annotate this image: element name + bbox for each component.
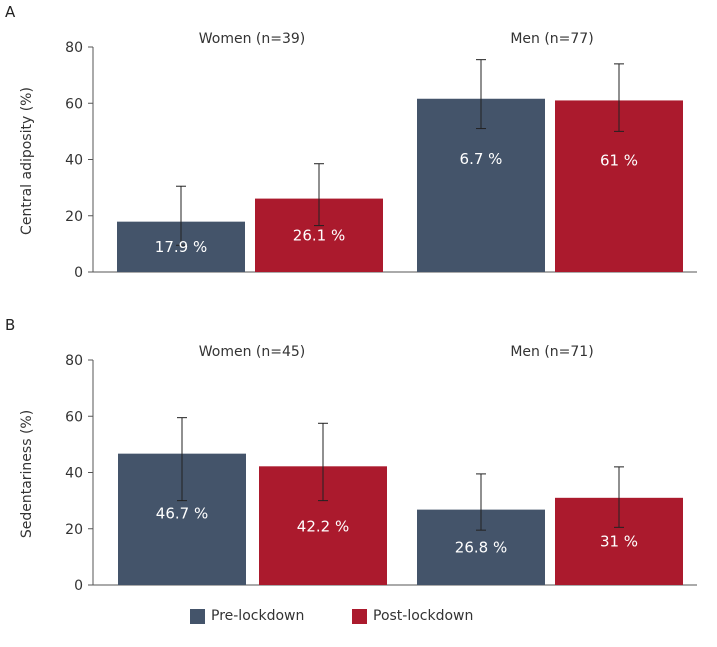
group-title-a-0: Women (n=39): [199, 31, 306, 47]
y-tick-label-a-3: 60: [65, 96, 83, 112]
y-axis-label-a: Central adiposity (%): [19, 87, 35, 235]
y-tick-label-a-1: 20: [65, 209, 83, 225]
y-tick-label-b-0: 0: [74, 578, 83, 594]
y-tick-label-b-3: 60: [65, 409, 83, 425]
legend-label-post-lockdown: Post-lockdown: [373, 608, 474, 624]
group-title-b-0: Women (n=45): [199, 344, 306, 360]
panel-label-a: A: [5, 3, 16, 21]
bar-value-label-b-0-post-lockdown: 42.2 %: [297, 517, 349, 535]
bar-value-label-a-1-post-lockdown: 61 %: [600, 151, 638, 169]
group-title-a-1: Men (n=77): [510, 31, 593, 47]
y-tick-label-a-2: 40: [65, 153, 83, 169]
bar-value-label-a-1-pre-lockdown: 6.7 %: [460, 150, 503, 168]
legend-item-post-lockdown: Post-lockdown: [352, 608, 473, 624]
panel-label-b: B: [5, 316, 15, 334]
y-tick-label-b-4: 80: [65, 353, 83, 369]
y-axis-label-b: Sedentariness (%): [19, 410, 35, 538]
group-title-b-1: Men (n=71): [510, 344, 593, 360]
bar-value-label-a-0-post-lockdown: 26.1 %: [293, 226, 345, 244]
legend: Pre-lockdown Post-lockdown: [0, 608, 717, 634]
y-tick-label-a-4: 80: [65, 40, 83, 56]
legend-item-pre-lockdown: Pre-lockdown: [190, 608, 304, 624]
legend-label-pre-lockdown: Pre-lockdown: [211, 608, 305, 624]
y-tick-label-b-2: 40: [65, 466, 83, 482]
legend-swatch-post-lockdown: [352, 608, 367, 624]
y-tick-label-a-0: 0: [74, 265, 83, 281]
legend-swatch-pre-lockdown: [190, 608, 205, 624]
bar-value-label-b-1-post-lockdown: 31 %: [600, 532, 638, 550]
bar-value-label-a-0-pre-lockdown: 17.9 %: [155, 238, 207, 256]
y-tick-label-b-1: 20: [65, 522, 83, 538]
bar-value-label-b-0-pre-lockdown: 46.7 %: [156, 505, 208, 523]
bar-value-label-b-1-pre-lockdown: 26.8 %: [455, 538, 507, 556]
